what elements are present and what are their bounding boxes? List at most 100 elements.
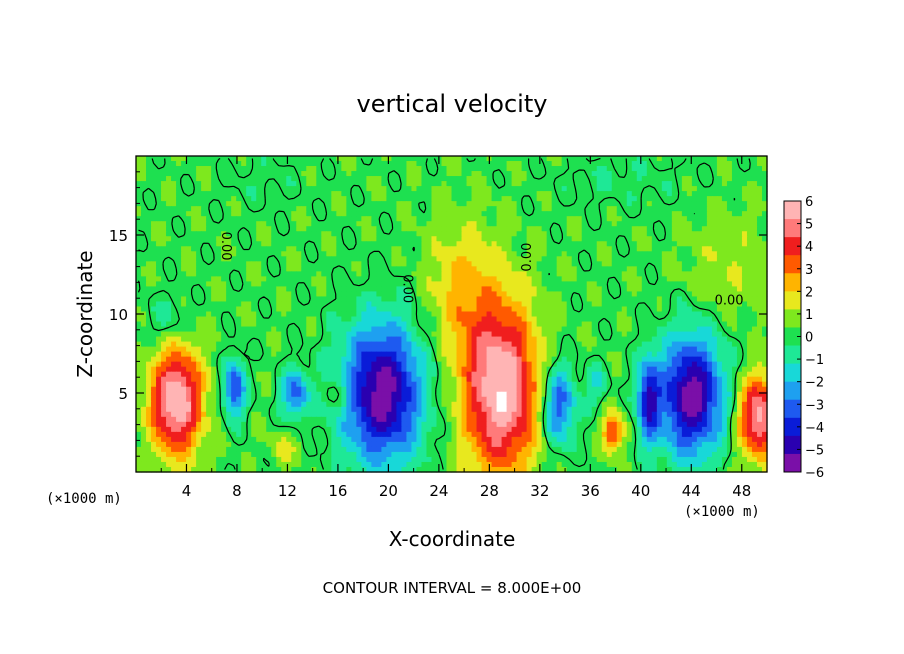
heatmap-cell xyxy=(741,181,748,187)
heatmap-cell xyxy=(181,336,187,343)
heatmap-cell xyxy=(241,241,247,247)
heatmap-cell xyxy=(166,161,172,167)
heatmap-cell xyxy=(586,341,593,348)
heatmap-cell xyxy=(351,331,357,338)
heatmap-cell xyxy=(481,251,488,257)
heatmap-cell xyxy=(176,166,182,172)
heatmap-cell xyxy=(166,166,172,172)
heatmap-cell xyxy=(551,341,558,348)
heatmap-cell xyxy=(606,181,613,187)
heatmap-cell xyxy=(271,291,277,298)
heatmap-cell xyxy=(616,216,623,222)
heatmap-cell xyxy=(276,206,282,212)
heatmap-cell xyxy=(226,286,232,293)
heatmap-cell xyxy=(441,256,448,262)
heatmap-cell xyxy=(236,261,242,267)
heatmap-cell xyxy=(501,271,508,277)
heatmap-cell xyxy=(136,301,142,308)
heatmap-cell xyxy=(336,171,342,177)
heatmap-cell xyxy=(716,336,723,343)
heatmap-cell xyxy=(136,276,142,282)
heatmap-cell xyxy=(741,206,748,212)
heatmap-cell xyxy=(541,256,548,262)
heatmap-cell xyxy=(606,236,613,242)
heatmap-cell xyxy=(231,346,237,353)
heatmap-cell xyxy=(271,161,277,167)
heatmap-cell xyxy=(211,221,217,227)
heatmap-cell xyxy=(711,206,718,212)
heatmap-cell xyxy=(566,176,573,182)
heatmap-cell xyxy=(221,161,227,167)
heatmap-cell xyxy=(396,346,403,353)
heatmap-cell xyxy=(226,341,232,348)
heatmap-cell xyxy=(536,301,543,308)
heatmap-cell xyxy=(156,331,162,338)
heatmap-cell xyxy=(676,256,683,262)
heatmap-cell xyxy=(286,166,292,172)
heatmap-cell xyxy=(586,321,593,328)
heatmap-cell xyxy=(361,346,367,353)
heatmap-cell xyxy=(176,256,182,262)
heatmap-cell xyxy=(571,241,578,247)
heatmap-cell xyxy=(686,236,693,242)
heatmap-cell xyxy=(476,306,483,313)
heatmap-cell xyxy=(266,321,272,328)
heatmap-cell xyxy=(341,351,347,358)
heatmap-cell xyxy=(156,281,162,288)
heatmap-cell xyxy=(626,291,633,298)
heatmap-cell xyxy=(236,331,242,338)
heatmap-cell xyxy=(281,351,287,358)
heatmap-cell xyxy=(611,201,618,207)
heatmap-cell xyxy=(571,156,578,162)
heatmap-cell xyxy=(421,251,428,257)
heatmap-cell xyxy=(256,241,262,247)
heatmap-cell xyxy=(136,176,142,182)
heatmap-cell xyxy=(251,171,257,177)
heatmap-cell xyxy=(416,321,423,328)
heatmap-cell xyxy=(701,221,708,227)
heatmap-cell xyxy=(451,166,458,172)
heatmap-cell xyxy=(501,221,508,227)
heatmap-cell xyxy=(681,191,688,197)
heatmap-cell xyxy=(506,156,513,162)
heatmap-cell xyxy=(496,281,503,288)
heatmap-cell xyxy=(161,321,167,328)
heatmap-cell xyxy=(551,236,558,242)
heatmap-cell xyxy=(531,161,538,167)
heatmap-cell xyxy=(246,186,252,192)
heatmap-cell xyxy=(541,346,548,353)
heatmap-cell xyxy=(576,306,583,313)
heatmap-cell xyxy=(151,256,157,262)
heatmap-cell xyxy=(511,326,518,333)
heatmap-cell xyxy=(226,261,232,267)
heatmap-cell xyxy=(236,181,242,187)
heatmap-cell xyxy=(696,301,703,308)
heatmap-cell xyxy=(491,161,498,167)
heatmap-cell xyxy=(556,276,563,282)
heatmap-cell xyxy=(576,211,583,217)
heatmap-cell xyxy=(161,186,167,192)
heatmap-cell xyxy=(356,201,362,207)
heatmap-cell xyxy=(341,311,347,318)
heatmap-cell xyxy=(611,271,618,277)
heatmap-cell xyxy=(736,306,743,313)
heatmap-cell xyxy=(321,161,327,167)
heatmap-cell xyxy=(141,256,147,262)
heatmap-cell xyxy=(331,351,337,358)
heatmap-cell xyxy=(441,176,448,182)
heatmap-cell xyxy=(356,216,362,222)
heatmap-cell xyxy=(526,266,533,272)
heatmap-cell xyxy=(186,296,192,303)
heatmap-cell xyxy=(141,251,147,257)
heatmap-cell xyxy=(756,336,763,343)
heatmap-cell xyxy=(741,281,748,288)
heatmap-cell xyxy=(321,336,327,343)
heatmap-cell xyxy=(681,156,688,162)
heatmap-cell xyxy=(316,231,322,237)
heatmap-cell xyxy=(561,236,568,242)
heatmap-cell xyxy=(206,211,212,217)
heatmap-cell xyxy=(446,316,453,323)
heatmap-cell xyxy=(386,276,393,282)
heatmap-cell xyxy=(246,326,252,333)
